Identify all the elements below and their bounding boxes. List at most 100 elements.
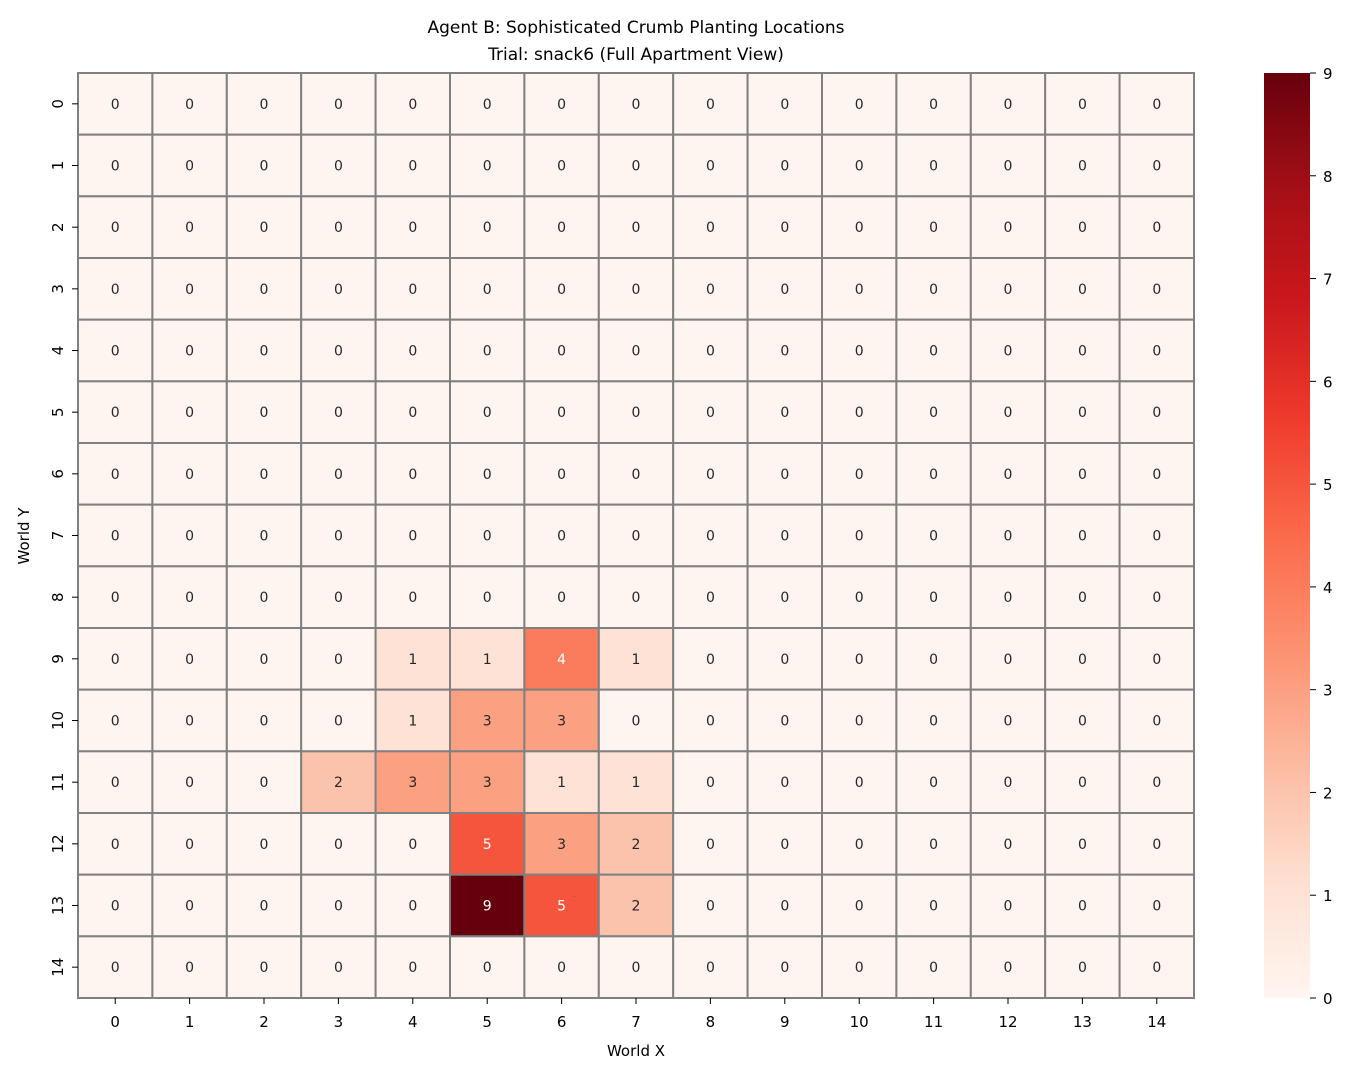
cell-value-label: 0 xyxy=(929,529,938,545)
cell-value-label: 2 xyxy=(632,837,641,853)
cell-value-label: 0 xyxy=(557,529,566,545)
cell-value-label: 0 xyxy=(632,344,641,360)
cell-value-label: 0 xyxy=(929,467,938,483)
cell-value-label: 0 xyxy=(706,652,715,668)
heatmap-cell xyxy=(969,812,1047,876)
cell-value-label: 0 xyxy=(1078,714,1087,730)
cell-value-label: 0 xyxy=(780,467,789,483)
heatmap-cell xyxy=(225,750,303,814)
heatmap-cell xyxy=(1118,380,1195,445)
cell-value-label: 1 xyxy=(557,775,566,791)
cell-value-label: 0 xyxy=(1078,344,1087,360)
cell-value-label: 0 xyxy=(855,282,864,298)
heatmap-cell xyxy=(225,627,303,691)
cell-value-label: 0 xyxy=(260,837,269,853)
cell-value-label: 0 xyxy=(780,529,789,545)
heatmap-cell xyxy=(77,688,154,753)
cell-value-label: 0 xyxy=(855,467,864,483)
cell-value-label: 0 xyxy=(334,220,343,236)
heatmap-cell xyxy=(449,380,526,445)
cell-value-label: 0 xyxy=(929,960,938,976)
heatmap-cell xyxy=(1118,750,1195,814)
colorbar-tick-label: 0 xyxy=(1323,990,1333,1008)
heatmap-cell xyxy=(77,442,154,506)
cell-value-label: 0 xyxy=(1152,529,1161,545)
cell-value-label: 0 xyxy=(334,159,343,175)
x-tick-label: 6 xyxy=(557,1013,567,1031)
y-tick-label: 1 xyxy=(49,161,67,171)
heatmap-cell xyxy=(1044,442,1121,506)
heatmap-cell xyxy=(300,935,377,999)
cell-value-label: 0 xyxy=(260,97,269,113)
x-tick-label: 8 xyxy=(706,1013,716,1031)
heatmap-cell xyxy=(895,873,972,938)
heatmap-cell xyxy=(523,627,600,691)
x-tick-label: 12 xyxy=(998,1013,1017,1031)
cell-value-label: 0 xyxy=(185,344,194,360)
cell-value-label: 0 xyxy=(780,159,789,175)
heatmap-cell xyxy=(672,935,749,999)
cell-value-label: 0 xyxy=(929,159,938,175)
cell-value-label: 0 xyxy=(408,405,417,421)
cell-value-label: 0 xyxy=(260,529,269,545)
y-tick-label: 2 xyxy=(49,222,67,232)
cell-value-label: 0 xyxy=(855,960,864,976)
cell-value-label: 0 xyxy=(1078,899,1087,915)
heatmap-cell xyxy=(449,318,526,383)
heatmap-cell xyxy=(1044,257,1121,321)
heatmap-cell xyxy=(225,257,303,321)
cell-value-label: 0 xyxy=(706,282,715,298)
heatmap-cell xyxy=(1118,195,1195,259)
heatmap-cell xyxy=(746,688,823,753)
cell-value-label: 0 xyxy=(855,344,864,360)
heatmap-cell xyxy=(374,257,452,321)
heatmap-cell xyxy=(597,72,675,136)
heatmap-cell xyxy=(449,257,526,321)
colorbar-tick-label: 3 xyxy=(1323,682,1333,700)
cell-value-label: 0 xyxy=(408,97,417,113)
x-tick-label: 10 xyxy=(850,1013,869,1031)
heatmap-cell xyxy=(969,318,1047,383)
heatmap-cell xyxy=(1118,627,1195,691)
cell-value-label: 0 xyxy=(111,220,120,236)
cell-value-label: 0 xyxy=(632,159,641,175)
heatmap-cell xyxy=(895,935,972,999)
heatmap-cell xyxy=(895,627,972,691)
heatmap-cell xyxy=(1044,565,1121,629)
y-tick-label: 12 xyxy=(49,834,67,853)
cell-value-label: 0 xyxy=(1152,467,1161,483)
heatmap-cell xyxy=(151,565,228,629)
heatmap-cell xyxy=(969,442,1047,506)
cell-value-label: 0 xyxy=(185,159,194,175)
cell-value-label: 0 xyxy=(1004,344,1013,360)
heatmap-cell xyxy=(1118,503,1195,568)
cell-value-label: 0 xyxy=(557,159,566,175)
cell-value-label: 0 xyxy=(260,282,269,298)
cell-value-label: 0 xyxy=(929,97,938,113)
cell-value-label: 0 xyxy=(557,220,566,236)
heatmap-cell xyxy=(1118,873,1195,938)
cell-value-label: 0 xyxy=(632,960,641,976)
cell-value-label: 0 xyxy=(1004,652,1013,668)
heatmap-cell xyxy=(1044,133,1121,198)
heatmap-cell xyxy=(77,935,154,999)
cell-value-label: 0 xyxy=(260,775,269,791)
x-tick-label: 2 xyxy=(259,1013,269,1031)
heatmap-cell xyxy=(1044,72,1121,136)
heatmap-cell xyxy=(597,627,675,691)
cell-value-label: 0 xyxy=(929,344,938,360)
cell-value-label: 0 xyxy=(780,220,789,236)
cell-value-label: 0 xyxy=(929,837,938,853)
cell-value-label: 0 xyxy=(780,590,789,606)
cell-value-label: 0 xyxy=(334,590,343,606)
heatmap-cell xyxy=(449,565,526,629)
cell-value-label: 0 xyxy=(185,282,194,298)
heatmap-cell xyxy=(895,442,972,506)
cell-value-label: 0 xyxy=(1152,159,1161,175)
cell-value-label: 3 xyxy=(408,775,417,791)
heatmap-cell xyxy=(746,627,823,691)
cell-value-label: 0 xyxy=(632,714,641,730)
cell-value-label: 0 xyxy=(855,837,864,853)
x-tick-label: 5 xyxy=(482,1013,492,1031)
colorbar-gradient xyxy=(1264,73,1310,998)
